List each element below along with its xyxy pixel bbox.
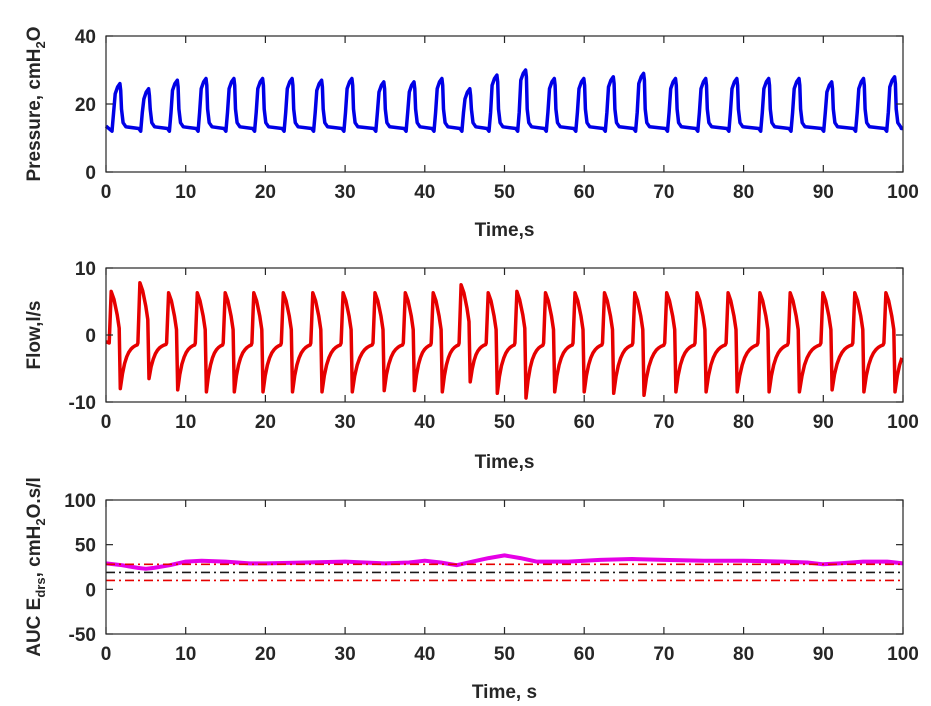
auc-y-tick-label: 0: [85, 580, 96, 601]
flow-x-tick-label: 0: [101, 412, 112, 433]
flow-y-tick-label: 10: [75, 259, 96, 280]
auc-x-tick-label: 50: [494, 644, 515, 665]
auc-edrs-line: [105, 553, 904, 571]
flow-x-tick-label: 90: [813, 412, 834, 433]
auc-x-tick-label: 10: [175, 644, 196, 665]
auc-x-tick-label: 30: [335, 644, 356, 665]
auc-x-tick-label: 40: [414, 644, 435, 665]
auc-x-tick-label: 60: [574, 644, 595, 665]
flow-x-tick-label: 60: [574, 412, 595, 433]
flow-x-tick-label: 70: [653, 412, 674, 433]
flow-y-axis-label: Flow,l/s: [24, 301, 45, 370]
pressure-panel: 0 10 20 30 40 50 60 70 80 90 100 0 20 40 Time,s Pres…: [24, 26, 919, 241]
flow-x-tick-label: 20: [255, 412, 276, 433]
pressure-x-tick-label: 20: [255, 182, 276, 203]
pressure-x-tick-label: 70: [653, 182, 674, 203]
pressure-x-tick-label: 30: [335, 182, 356, 203]
flow-x-tick-label: 100: [887, 412, 919, 433]
pressure-x-tick-label: 40: [414, 182, 435, 203]
pressure-x-tick-label: 80: [733, 182, 754, 203]
flow-x-tick-label: 40: [414, 412, 435, 433]
auc-x-axis-label: Time, s: [472, 682, 537, 703]
auc-x-tick-label: 90: [813, 644, 834, 665]
auc-y-tick-label: 100: [64, 491, 96, 512]
pressure-x-tick-label: 90: [813, 182, 834, 203]
pressure-x-tick-label: 0: [101, 182, 112, 203]
pressure-series-line: [104, 68, 904, 133]
pressure-y-tick-label: 40: [75, 27, 96, 48]
auc-x-tick-label: 0: [101, 644, 112, 665]
pressure-y-axis-label: Pressure, cmH2O: [24, 26, 48, 181]
auc-x-tick-label: 80: [733, 644, 754, 665]
auc-y-tick-label: 50: [75, 536, 96, 557]
auc-y-tick-label: -50: [69, 625, 96, 646]
flow-x-tick-label: 80: [733, 412, 754, 433]
flow-y-tick-label: 0: [85, 326, 96, 347]
pressure-axes-box: [105, 35, 904, 173]
flow-series-line: [105, 280, 904, 400]
flow-y-tick-label: -10: [69, 393, 96, 414]
pressure-x-tick-label: 100: [887, 182, 919, 203]
pressure-x-tick-label: 60: [574, 182, 595, 203]
auc-y-axis-label: AUC Edrs, cmH2O.s/l: [24, 477, 48, 657]
auc-x-tick-label: 100: [887, 644, 919, 665]
pressure-y-tick-label: 20: [75, 95, 96, 116]
pressure-x-tick-label: 10: [175, 182, 196, 203]
pressure-x-tick-label: 50: [494, 182, 515, 203]
pressure-x-axis-label: Time,s: [475, 220, 535, 241]
flow-x-axis-label: Time,s: [475, 452, 535, 473]
auc-x-tick-label: 20: [255, 644, 276, 665]
flow-x-tick-label: 30: [335, 412, 356, 433]
pressure-y-tick-label: 0: [85, 163, 96, 184]
flow-axes-box: [105, 267, 904, 403]
auc-axes-box: [105, 499, 904, 635]
auc-x-tick-label: 70: [653, 644, 674, 665]
flow-x-tick-label: 50: [494, 412, 515, 433]
flow-x-tick-label: 10: [175, 412, 196, 433]
